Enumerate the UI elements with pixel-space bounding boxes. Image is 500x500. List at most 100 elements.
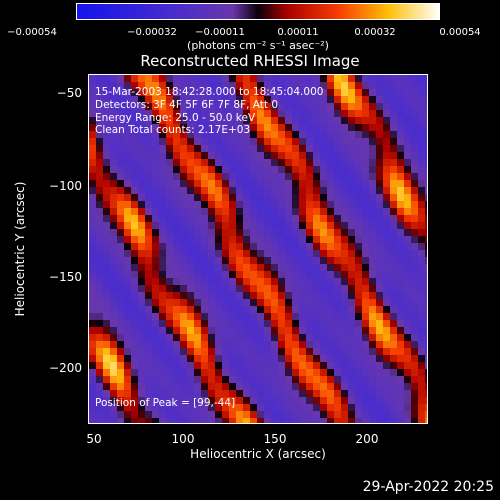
heatmap-cell <box>397 117 404 124</box>
heatmap-cell <box>306 250 313 257</box>
heatmap-cell <box>89 117 96 124</box>
heatmap-cell <box>222 250 229 257</box>
heatmap-cell <box>166 313 173 320</box>
heatmap-cell <box>208 376 215 383</box>
heatmap-cell <box>89 131 96 138</box>
heatmap-cell <box>187 110 194 117</box>
heatmap-cell <box>131 285 138 292</box>
heatmap-cell <box>292 138 299 145</box>
heatmap-cell <box>313 320 320 327</box>
heatmap-cell <box>313 278 320 285</box>
heatmap-cell <box>404 124 411 131</box>
heatmap-cell <box>117 313 124 320</box>
heatmap-cell <box>404 362 411 369</box>
heatmap-cell <box>152 166 159 173</box>
heatmap-cell <box>404 383 411 390</box>
heatmap-cell <box>376 229 383 236</box>
heatmap-cell <box>89 229 96 236</box>
heatmap-cell <box>250 250 257 257</box>
heatmap-cell <box>369 390 376 397</box>
heatmap-cell <box>320 166 327 173</box>
heatmap-cell <box>187 75 194 82</box>
heatmap-cell <box>376 376 383 383</box>
heatmap-cell <box>96 390 103 397</box>
heatmap-cell <box>418 369 425 376</box>
heatmap-cell <box>369 187 376 194</box>
heatmap-cell <box>411 341 418 348</box>
heatmap-cell <box>404 187 411 194</box>
heatmap-cell <box>376 124 383 131</box>
heatmap-cell <box>418 145 425 152</box>
heatmap-cell <box>313 271 320 278</box>
heatmap-cell <box>341 320 348 327</box>
heatmap-cell <box>376 404 383 411</box>
heatmap-cell <box>236 229 243 236</box>
heatmap-cell <box>187 334 194 341</box>
heatmap-cell <box>117 166 124 173</box>
heatmap-cell <box>124 103 131 110</box>
heatmap-cell <box>320 264 327 271</box>
heatmap-cell <box>397 236 404 243</box>
heatmap-cell <box>425 369 427 376</box>
heatmap-cell <box>124 404 131 411</box>
heatmap-cell <box>166 404 173 411</box>
heatmap-cell <box>327 75 334 82</box>
heatmap-cell <box>187 299 194 306</box>
heatmap-cell <box>152 390 159 397</box>
heatmap-cell <box>166 194 173 201</box>
heatmap-cell <box>250 243 257 250</box>
heatmap-cell <box>243 334 250 341</box>
heatmap-cell <box>215 215 222 222</box>
heatmap-cell <box>397 89 404 96</box>
heatmap-cell <box>159 404 166 411</box>
heatmap-cell <box>355 334 362 341</box>
heatmap-cell <box>369 159 376 166</box>
heatmap-cell <box>355 180 362 187</box>
heatmap-cell <box>376 313 383 320</box>
heatmap-cell <box>362 271 369 278</box>
heatmap-cell <box>313 131 320 138</box>
heatmap-cell <box>187 180 194 187</box>
heatmap-cell <box>383 103 390 110</box>
heatmap-cell <box>96 278 103 285</box>
heatmap-cell <box>418 82 425 89</box>
heatmap-cell <box>187 201 194 208</box>
heatmap-cell <box>292 173 299 180</box>
heatmap-cell <box>166 75 173 82</box>
heatmap-cell <box>187 236 194 243</box>
heatmap-cell <box>89 327 96 334</box>
heatmap-cell <box>180 243 187 250</box>
heatmap-cell <box>264 292 271 299</box>
heatmap-cell <box>327 117 334 124</box>
heatmap-cell <box>264 299 271 306</box>
heatmap-cell <box>425 117 427 124</box>
heatmap-cell <box>362 243 369 250</box>
heatmap-cell <box>327 362 334 369</box>
heatmap-cell <box>96 362 103 369</box>
heatmap-cell <box>117 383 124 390</box>
heatmap-cell <box>271 348 278 355</box>
heatmap-cell <box>348 82 355 89</box>
heatmap-cell <box>145 341 152 348</box>
heatmap-cell <box>341 96 348 103</box>
heatmap-cell <box>117 334 124 341</box>
heatmap-cell <box>110 320 117 327</box>
heatmap-cell <box>292 89 299 96</box>
heatmap-cell <box>152 362 159 369</box>
heatmap-cell <box>194 82 201 89</box>
heatmap-cell <box>131 215 138 222</box>
heatmap-cell <box>152 201 159 208</box>
heatmap-cell <box>383 166 390 173</box>
heatmap-cell <box>425 292 427 299</box>
heatmap-cell <box>250 110 257 117</box>
heatmap-cell <box>215 390 222 397</box>
heatmap-cell <box>369 75 376 82</box>
heatmap-cell <box>257 250 264 257</box>
heatmap-cell <box>320 96 327 103</box>
heatmap-cell <box>138 75 145 82</box>
heatmap-cell <box>404 320 411 327</box>
heatmap-cell <box>271 243 278 250</box>
heatmap-cell <box>355 369 362 376</box>
heatmap-cell <box>341 166 348 173</box>
heatmap-cell <box>159 341 166 348</box>
